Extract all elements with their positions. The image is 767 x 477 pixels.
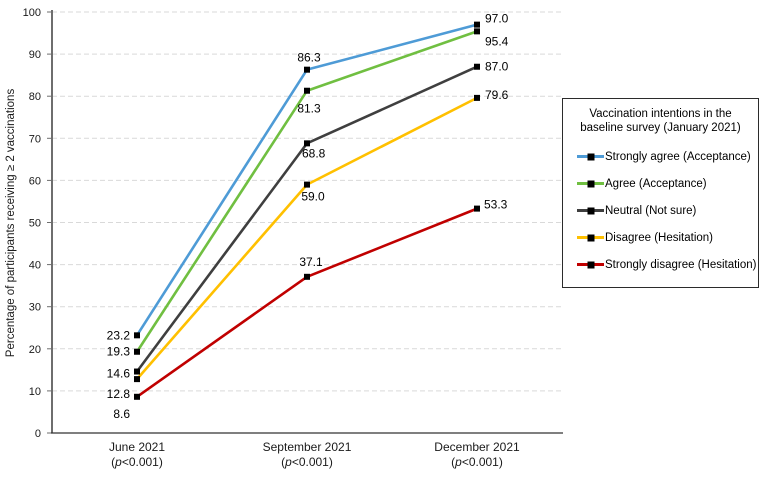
data-point-marker xyxy=(304,87,310,94)
legend-item-label: Agree (Acceptance) xyxy=(605,177,707,190)
series-line-3 xyxy=(135,96,479,381)
data-label: 59.0 xyxy=(301,190,325,204)
data-point-marker xyxy=(134,376,140,383)
legend-swatch-marker xyxy=(587,207,594,214)
data-label: 14.6 xyxy=(107,367,131,381)
y-tick-label: 60 xyxy=(29,175,41,187)
data-label: 19.3 xyxy=(107,345,131,359)
data-label: 53.3 xyxy=(484,198,508,212)
x-tick-category: June 2021 xyxy=(108,440,166,454)
legend: Vaccination intentions in the baseline s… xyxy=(562,98,759,288)
legend-item: Neutral (Not sure) xyxy=(563,197,758,224)
data-label: 87.0 xyxy=(485,60,509,74)
legend-swatch xyxy=(577,206,604,215)
y-tick-label: 50 xyxy=(29,218,41,230)
y-tick-label: 70 xyxy=(29,133,41,145)
y-tick-label: 30 xyxy=(29,302,41,314)
data-point-marker xyxy=(474,63,480,70)
data-label: 68.8 xyxy=(302,146,326,160)
legend-item-label: Neutral (Not sure) xyxy=(605,204,697,217)
data-point-marker xyxy=(304,273,310,280)
data-label: 8.6 xyxy=(113,407,130,421)
legend-item: Strongly agree (Acceptance) xyxy=(563,143,758,170)
legend-item: Disagree (Hesitation) xyxy=(563,224,758,251)
y-tick-label: 100 xyxy=(23,7,41,19)
data-label: 23.2 xyxy=(107,328,131,342)
y-axis-title: Percentage of participants receiving ≥ 2… xyxy=(5,88,17,358)
x-tick-sublabel: (p<0.001) xyxy=(451,455,503,469)
data-label: 86.3 xyxy=(297,51,321,65)
data-point-marker xyxy=(134,393,140,400)
data-point-marker xyxy=(474,205,480,212)
legend-swatch-marker xyxy=(587,180,594,187)
legend-swatch xyxy=(577,260,604,269)
data-label: 97.0 xyxy=(485,12,509,26)
x-tick-label: September 2021 (p<0.001) xyxy=(263,440,352,470)
data-point-marker xyxy=(474,94,480,101)
legend-swatch xyxy=(577,179,604,188)
x-tick-sublabel: (p<0.001) xyxy=(281,455,333,469)
data-point-marker xyxy=(304,66,310,73)
legend-swatch xyxy=(577,233,604,242)
data-point-marker xyxy=(134,368,140,375)
x-tick-category: September 2021 xyxy=(262,440,352,454)
legend-item: Agree (Acceptance) xyxy=(563,170,758,197)
legend-title: Vaccination intentions in the baseline s… xyxy=(580,108,741,134)
x-tick-label: June 2021 (p<0.001) xyxy=(109,440,165,470)
data-point-marker xyxy=(134,348,140,355)
legend-swatch-marker xyxy=(587,261,594,268)
data-label: 95.4 xyxy=(485,34,509,48)
legend-item-label: Strongly disagree (Hesitation) xyxy=(605,258,757,271)
data-point-marker xyxy=(134,332,140,339)
data-point-marker xyxy=(304,140,310,147)
data-label: 81.3 xyxy=(297,102,321,116)
data-point-marker xyxy=(474,21,480,28)
data-label: 79.6 xyxy=(485,88,509,102)
y-tick-label: 90 xyxy=(29,49,41,61)
legend-swatch-marker xyxy=(587,153,594,160)
x-tick-sublabel: (p<0.001) xyxy=(111,455,163,469)
y-tick-label: 0 xyxy=(35,428,41,440)
legend-item-label: Strongly agree (Acceptance) xyxy=(605,150,751,163)
legend-swatch-marker xyxy=(587,234,594,241)
y-tick-label: 80 xyxy=(29,91,41,103)
x-tick-label: December 2021 (p<0.001) xyxy=(434,440,519,470)
legend-item: Strongly disagree (Hesitation) xyxy=(563,251,758,278)
y-tick-label: 10 xyxy=(29,386,41,398)
y-tick-label: 40 xyxy=(29,260,41,272)
data-point-marker xyxy=(474,28,480,35)
legend-item-label: Disagree (Hesitation) xyxy=(605,231,714,244)
data-label: 12.8 xyxy=(107,387,131,401)
legend-swatch xyxy=(577,152,604,161)
data-point-marker xyxy=(304,181,310,188)
data-label: 37.1 xyxy=(299,255,323,269)
legend-items: Strongly agree (Acceptance) Agree (Accept… xyxy=(563,143,758,278)
x-tick-category: December 2021 xyxy=(434,440,520,454)
y-tick-label: 20 xyxy=(29,344,41,356)
